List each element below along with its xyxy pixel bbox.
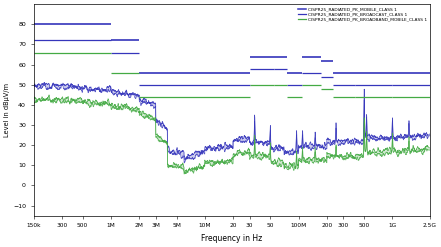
X-axis label: Frequency in Hz: Frequency in Hz bbox=[201, 234, 262, 243]
Legend: CISPR25_RADIATED_PK_MOBILE_CLASS 1, CISPR25_RADIATED_PK_BROADCAST_CLASS 1, CISPR: CISPR25_RADIATED_PK_MOBILE_CLASS 1, CISP… bbox=[297, 6, 428, 23]
Y-axis label: Level in dBµV/m: Level in dBµV/m bbox=[4, 83, 10, 137]
